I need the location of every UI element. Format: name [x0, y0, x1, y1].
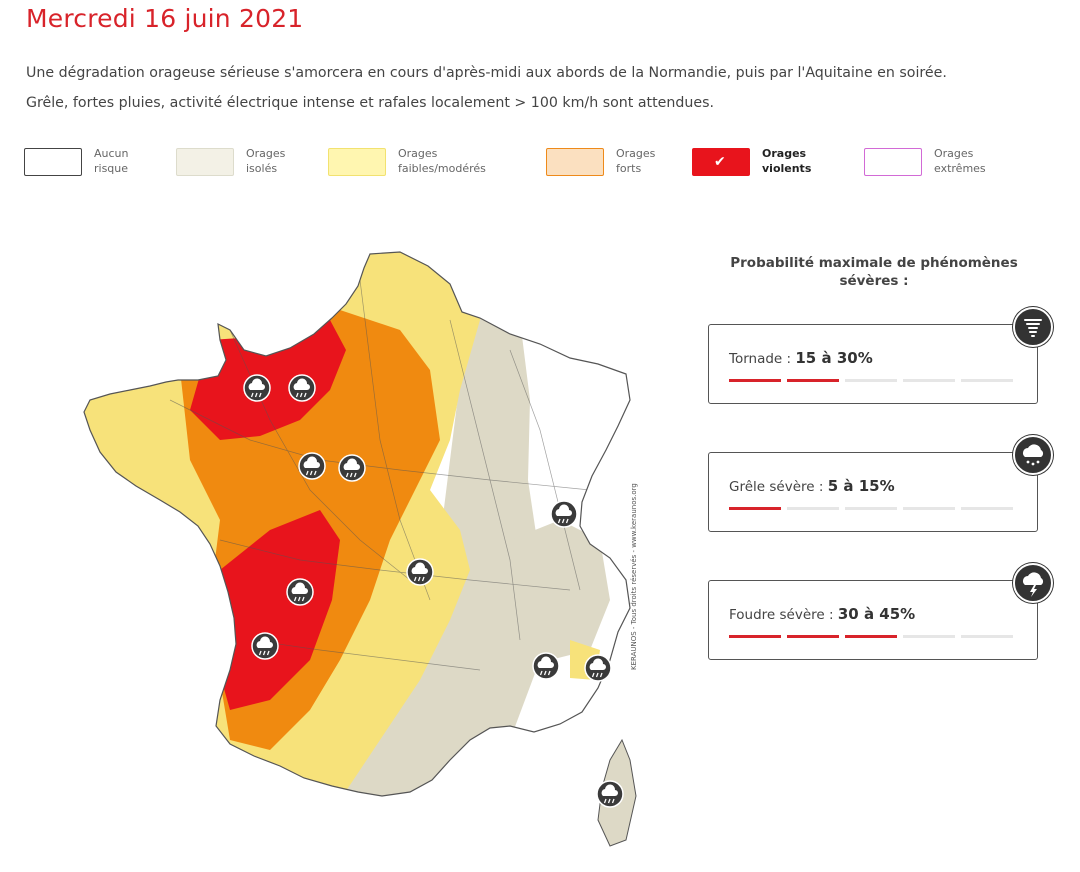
probability-segment [787, 635, 839, 638]
probability-segment [845, 507, 897, 510]
legend-swatch-extreme [864, 148, 922, 176]
legend-swatch-violent: ✔ [692, 148, 750, 176]
probability-segment [729, 507, 781, 510]
legend-label-strong: Orages forts [616, 147, 656, 175]
lightning-cloud-icon [1013, 563, 1053, 603]
storm-cloud-icon [286, 578, 314, 606]
map-credit: KERAUNOS - Tous droits réservés - www.ke… [630, 483, 638, 670]
tornado-icon [1013, 307, 1053, 347]
storm-cloud-icon [338, 454, 366, 482]
legend-label-extreme: Orages extrêmes [934, 147, 986, 175]
probability-segment [729, 379, 781, 382]
probability-segment [903, 507, 955, 510]
probability-segment [903, 635, 955, 638]
probability-label-tornado: Tornade [729, 351, 783, 367]
forecast-description: Une dégradation orageuse sérieuse s'amor… [26, 58, 1056, 118]
storm-icons-layer [243, 374, 624, 808]
legend-label-none: Aucun risque [94, 147, 129, 175]
checkmark-icon: ✔ [714, 154, 726, 170]
storm-cloud-icon [298, 452, 326, 480]
probability-value-tornado: 15 à 30% [795, 349, 873, 367]
probability-value-hail: 5 à 15% [827, 477, 895, 495]
storm-cloud-icon [584, 654, 612, 682]
probability-label-hail: Grêle sévère [729, 479, 815, 495]
legend-label-violent: Orages violents [762, 147, 812, 175]
legend-label-weak: Orages faibles/modérés [398, 147, 486, 175]
legend-swatch-weak [328, 148, 386, 176]
probability-card-tornado: Tornade : 15 à 30% [708, 307, 1053, 404]
storm-cloud-icon [532, 652, 560, 680]
storm-cloud-icon [288, 374, 316, 402]
legend-swatch-strong [546, 148, 604, 176]
probability-segment [961, 507, 1013, 510]
description-line-1: Une dégradation orageuse sérieuse s'amor… [26, 65, 947, 81]
hail-cloud-icon [1013, 435, 1053, 475]
legend-label-isolated: Orages isolés [246, 147, 286, 175]
storm-cloud-icon [596, 780, 624, 808]
probability-label-lightning: Foudre sévère [729, 607, 825, 623]
probability-card-hail: Grêle sévère : 5 à 15% [708, 435, 1053, 532]
legend-swatch-isolated [176, 148, 234, 176]
legend-swatch-none [24, 148, 82, 176]
probability-card-lightning: Foudre sévère : 30 à 45% [708, 563, 1053, 660]
probability-segment [729, 635, 781, 638]
storm-cloud-icon [550, 500, 578, 528]
page-title: Mercredi 16 juin 2021 [26, 4, 304, 33]
probability-segment [787, 507, 839, 510]
probability-segment [787, 379, 839, 382]
probability-value-lightning: 30 à 45% [837, 605, 916, 623]
probability-segment [903, 379, 955, 382]
storm-cloud-icon [406, 558, 434, 586]
probability-title: Probabilité maximale de phénomènes sévèr… [730, 255, 1018, 289]
france-storm-risk-map: KERAUNOS - Tous droits réservés - www.ke… [83, 251, 638, 847]
storm-cloud-icon [251, 632, 279, 660]
probability-segment [845, 635, 897, 638]
probability-segment [961, 379, 1013, 382]
probability-segment [845, 379, 897, 382]
storm-cloud-icon [243, 374, 271, 402]
probability-segment [961, 635, 1013, 638]
description-line-2: Grêle, fortes pluies, activité électriqu… [26, 95, 715, 111]
